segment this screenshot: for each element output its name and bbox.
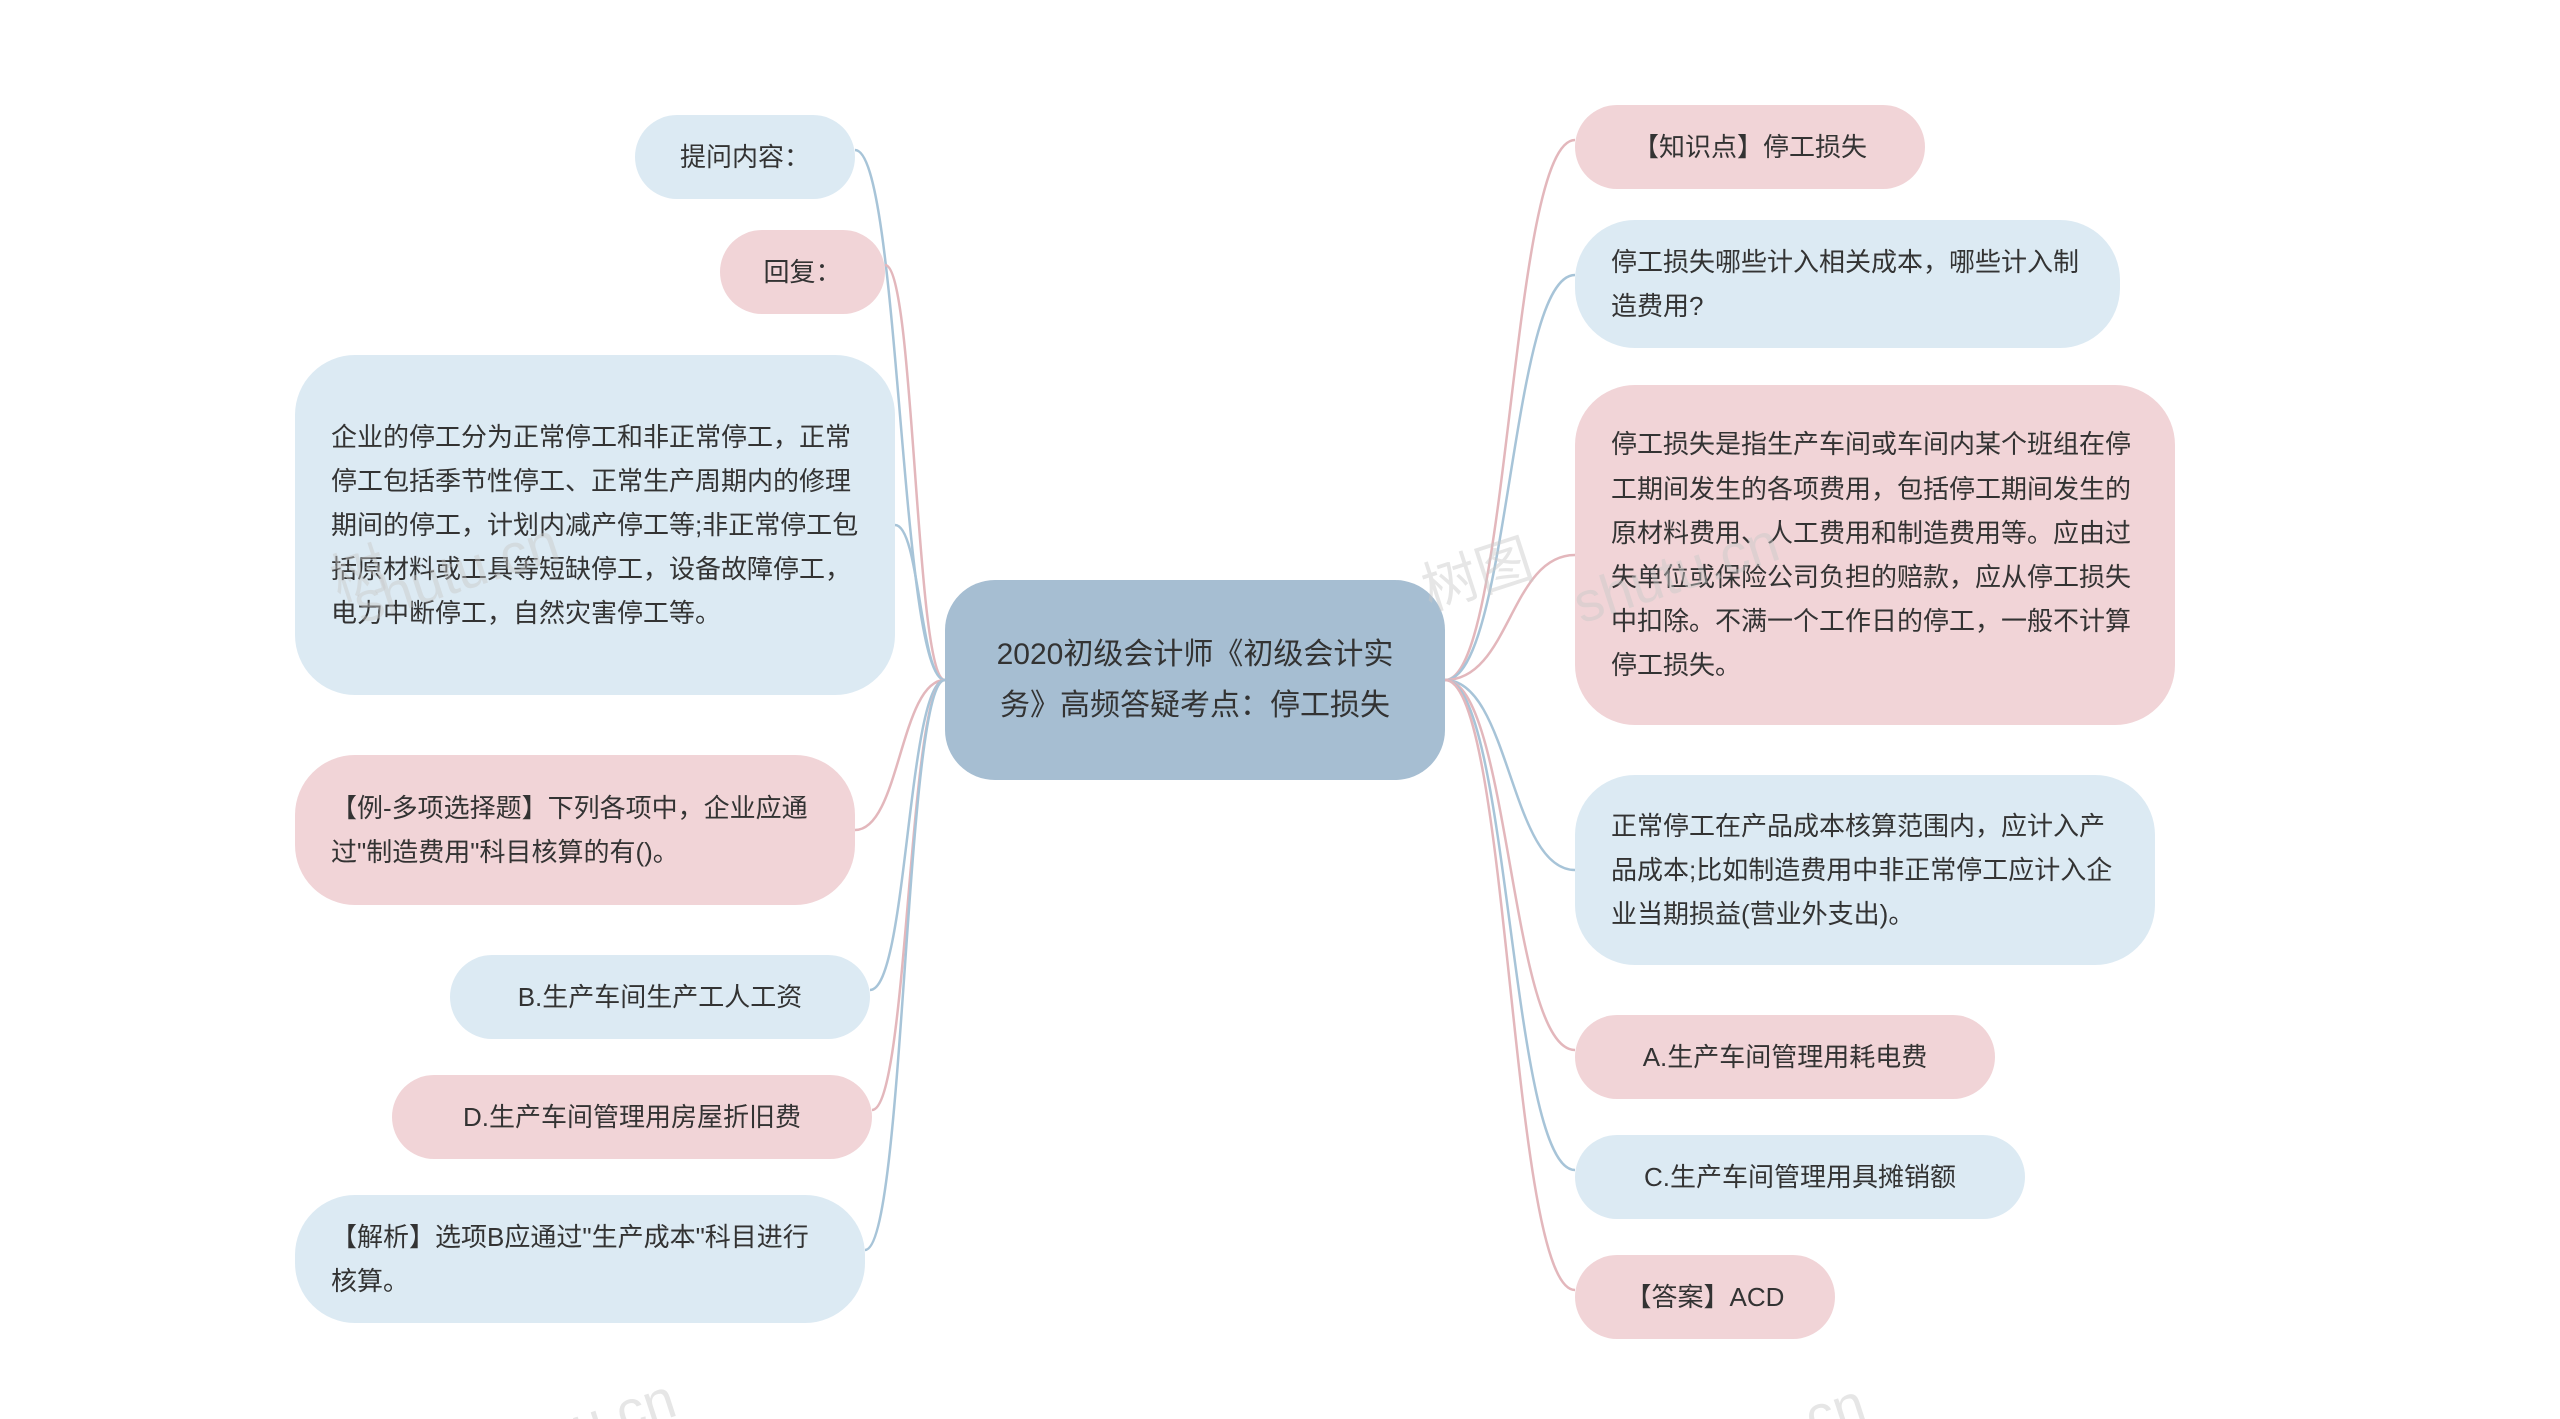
node-question-label: 提问内容： [635, 115, 855, 199]
node-option-b: B.生产车间生产工人工资 [450, 955, 870, 1039]
node-reply-label: 回复： [720, 230, 885, 314]
node-stoppage-types: 企业的停工分为正常停工和非正常停工，正常停工包括季节性停工、正常生产周期内的修理… [295, 355, 895, 695]
node-option-d: D.生产车间管理用房屋折旧费 [392, 1075, 872, 1159]
center-node: 2020初级会计师《初级会计实务》高频答疑考点：停工损失 [945, 580, 1445, 780]
node-option-c: C.生产车间管理用具摊销额 [1575, 1135, 2025, 1219]
watermark: u.cn [563, 1365, 684, 1419]
node-definition: 停工损失是指生产车间或车间内某个班组在停工期间发生的各项费用，包括停工期间发生的… [1575, 385, 2175, 725]
node-answer: 【答案】ACD [1575, 1255, 1835, 1339]
node-question-text: 停工损失哪些计入相关成本，哪些计入制造费用? [1575, 220, 2120, 348]
node-normal-stoppage: 正常停工在产品成本核算范围内，应计入产品成本;比如制造费用中非正常停工应计入企业… [1575, 775, 2155, 965]
node-knowledge-point: 【知识点】停工损失 [1575, 105, 1925, 189]
node-analysis: 【解析】选项B应通过"生产成本"科目进行核算。 [295, 1195, 865, 1323]
mindmap-canvas: { "colors": { "center_bg": "#a6bed2", "b… [0, 0, 2560, 1419]
watermark: .cn [1782, 1370, 1873, 1419]
node-example-question: 【例-多项选择题】下列各项中，企业应通过"制造费用"科目核算的有()。 [295, 755, 855, 905]
node-option-a: A.生产车间管理用耗电费 [1575, 1015, 1995, 1099]
